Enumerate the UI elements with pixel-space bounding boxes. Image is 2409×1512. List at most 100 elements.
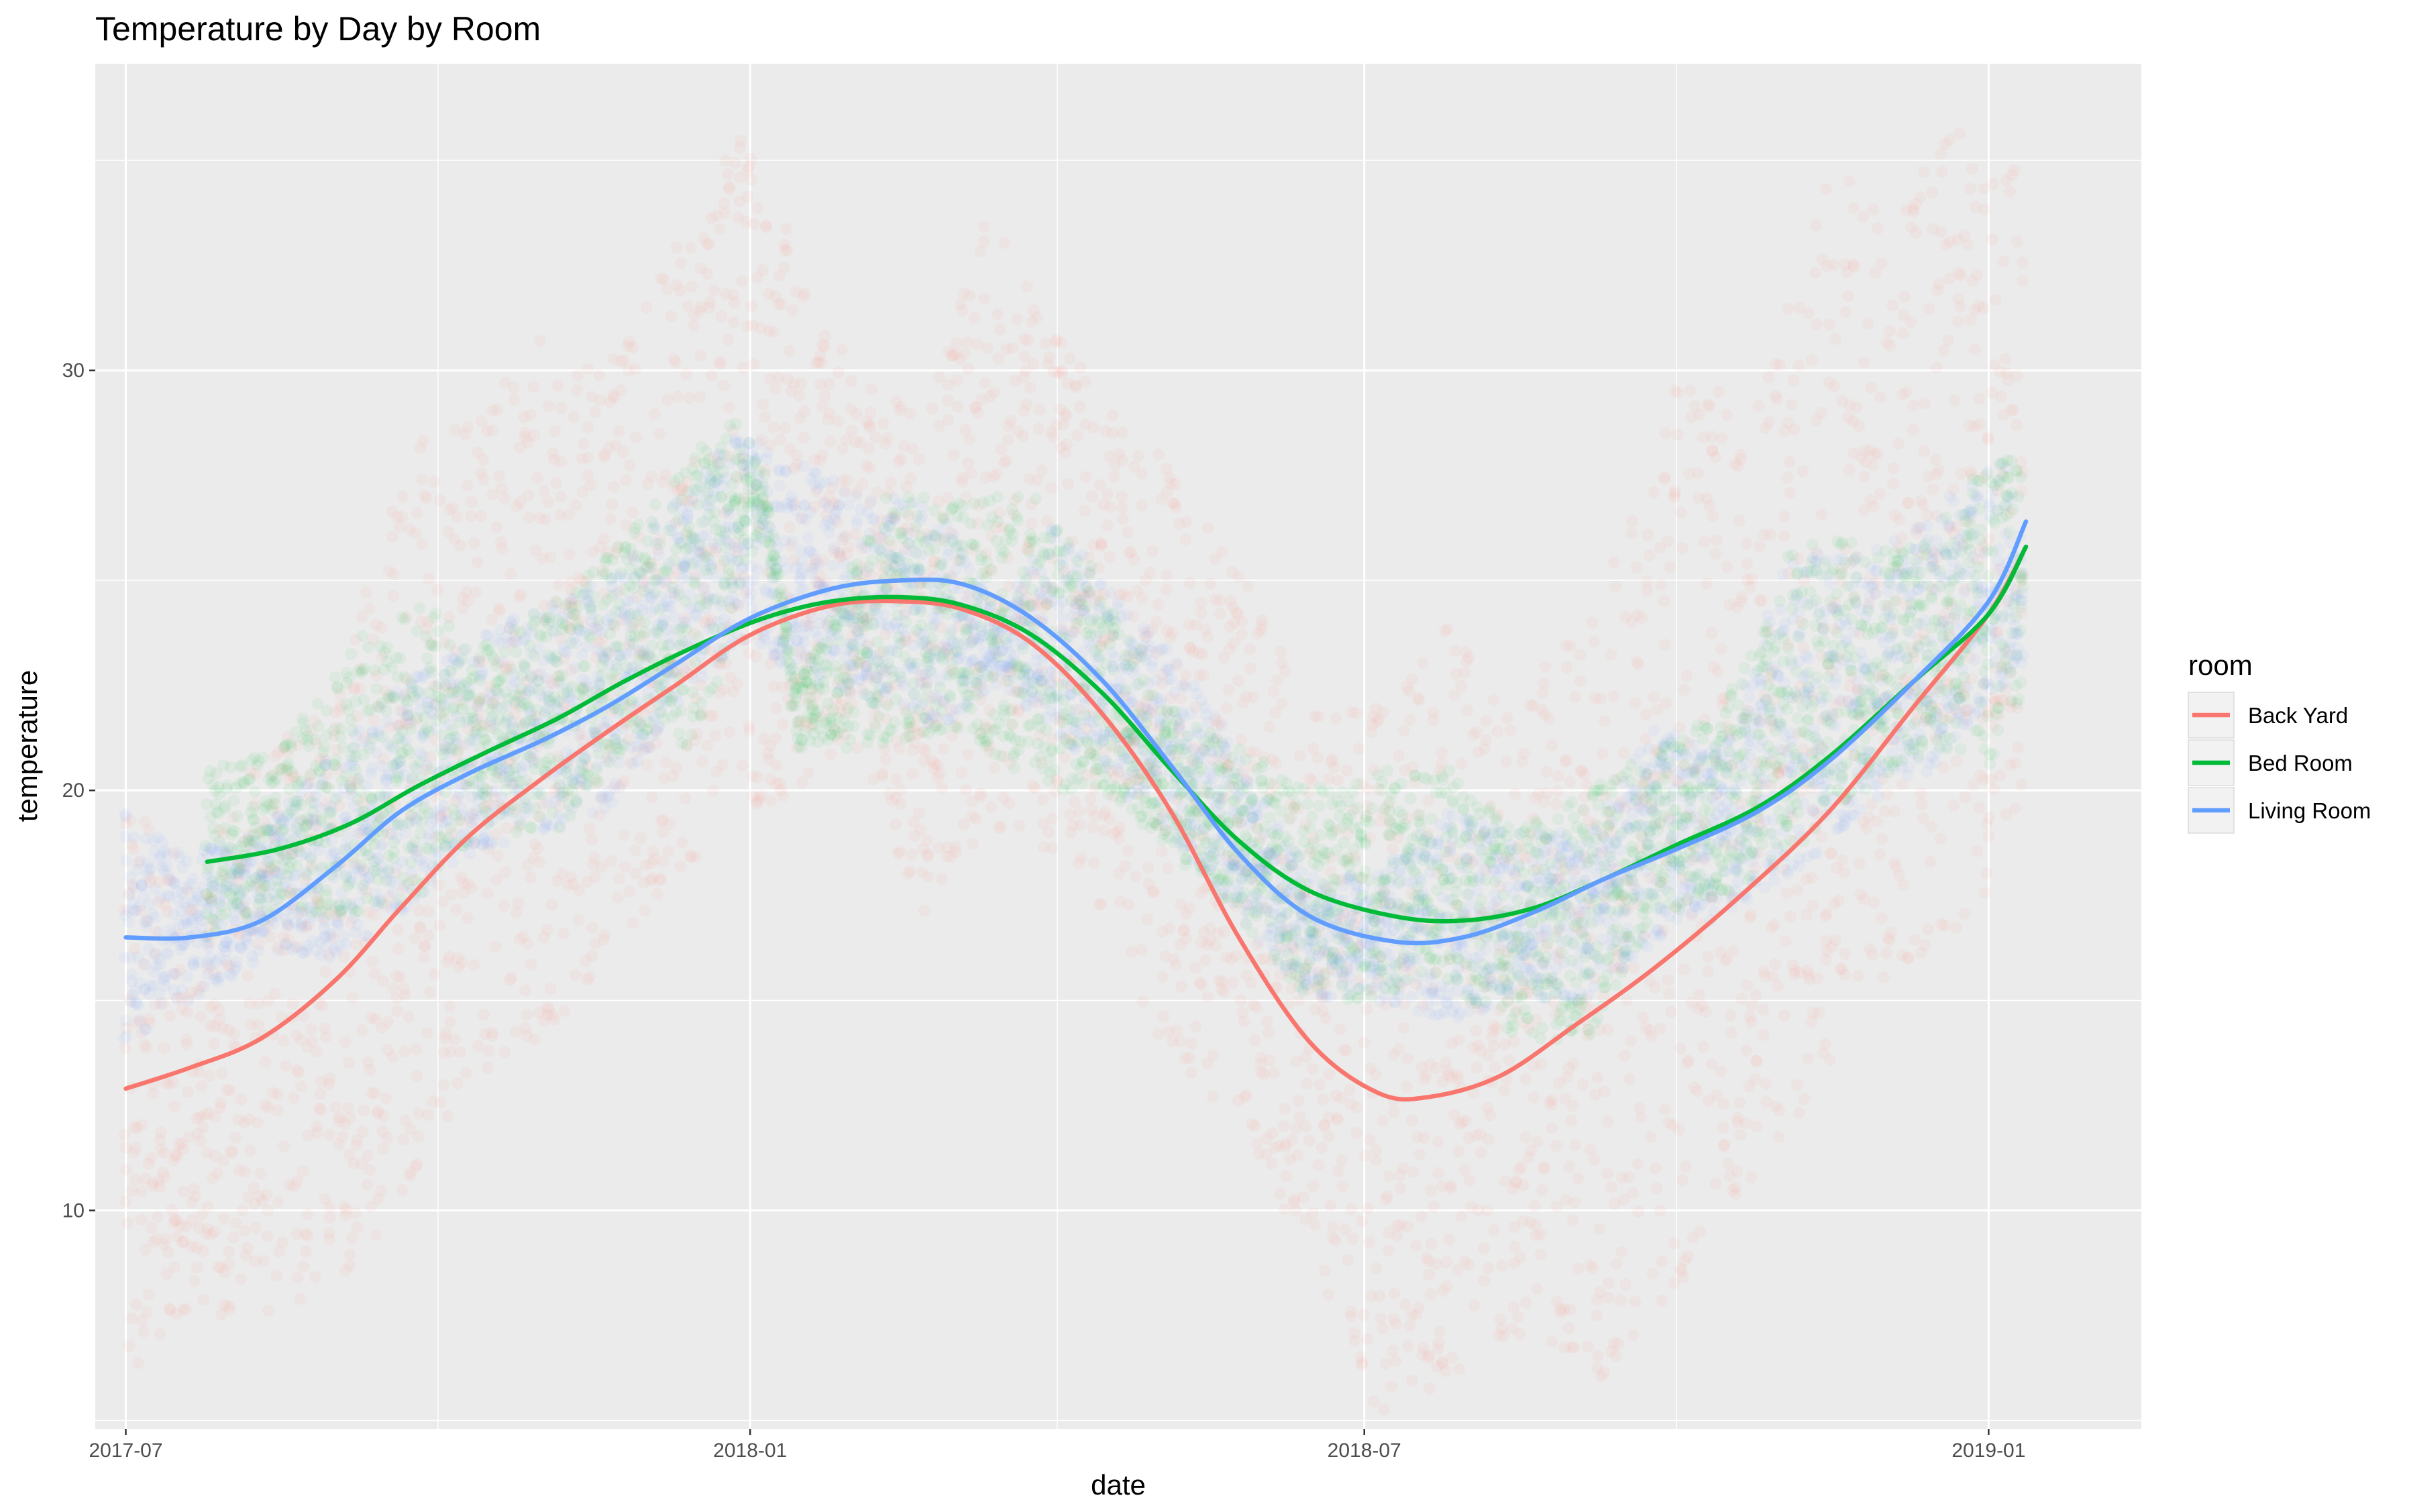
data-point [246,839,258,852]
data-point [793,389,806,402]
data-point [623,459,636,472]
data-point [302,1129,315,1142]
data-point [1660,697,1672,710]
data-point [158,1238,170,1251]
data-point [441,1110,454,1123]
data-point [1314,1079,1326,1091]
data-point [1942,334,1955,347]
data-point [1724,1009,1737,1022]
data-point [1032,423,1045,435]
data-point [197,1293,210,1306]
data-point [1196,648,1209,661]
data-point [1269,757,1282,769]
data-point [396,1133,409,1146]
data-point [1650,1182,1663,1195]
data-point [382,1015,394,1028]
data-point [376,1125,388,1138]
data-point [164,874,176,887]
data-point [396,490,409,503]
data-point [185,986,198,999]
data-point [1346,1232,1359,1245]
data-point [1016,429,1029,442]
data-point [1030,311,1043,323]
data-point [318,1022,331,1034]
data-point [422,929,435,942]
data-point [705,369,718,382]
data-point [1798,1093,1811,1105]
data-point [418,951,430,964]
data-point [1162,862,1174,875]
data-point [722,168,735,180]
data-point [1418,1132,1431,1144]
data-point [268,750,281,763]
data-point [215,1308,228,1321]
data-point [1823,318,1836,331]
data-point [1489,1061,1501,1073]
data-point [1659,1103,1672,1116]
data-point [1332,774,1344,787]
data-point [192,1128,205,1140]
data-point [651,887,663,900]
data-point [314,1087,327,1100]
data-point [1185,1067,1197,1079]
data-point [1656,1295,1668,1307]
data-point [231,810,244,822]
data-point [1307,1180,1320,1193]
data-point [696,755,708,768]
data-point [1907,424,1919,436]
data-point [1439,1364,1452,1377]
data-point [168,1261,180,1274]
data-point [1297,1191,1309,1203]
data-point [902,867,914,880]
data-point [162,1077,175,1090]
data-point [1360,1003,1373,1016]
data-point [1997,256,2010,268]
data-point [155,1126,167,1139]
data-point [2011,235,2023,248]
data-point [1230,949,1242,962]
data-point [1783,455,1796,468]
data-point [921,834,934,847]
data-point [329,1101,341,1114]
data-point [528,429,541,441]
data-point [769,732,782,745]
data-point [206,918,219,930]
data-point [310,891,323,904]
data-point [1336,1180,1349,1193]
data-point [442,525,455,538]
data-point [1140,913,1153,926]
data-point [443,620,456,633]
data-point [200,888,213,901]
data-point [262,995,274,1008]
data-point [449,1033,462,1046]
data-point [271,1104,284,1116]
data-point [1387,1313,1400,1326]
data-point [694,390,706,403]
data-point [1362,1236,1375,1248]
data-point [323,1233,336,1246]
data-point [368,967,381,980]
data-point [433,919,446,932]
data-point [156,1166,169,1179]
data-point [1128,553,1140,566]
data-point [1778,1009,1790,1022]
data-point [202,1107,215,1120]
data-point [777,790,790,802]
data-point [1136,499,1148,512]
data-point [360,586,373,599]
data-point [912,453,925,466]
data-point [1458,667,1471,680]
data-point [372,1193,384,1205]
data-point [1546,739,1558,752]
data-point [351,1134,364,1146]
data-point [1866,948,1878,961]
data-point [139,1244,152,1256]
data-point [1513,1328,1526,1340]
data-point [1425,1288,1438,1300]
data-point [578,438,590,451]
data-point [305,1023,317,1036]
data-point [167,1216,180,1229]
data-point [1245,977,1258,989]
data-point [184,904,197,916]
data-point [1918,445,1931,457]
